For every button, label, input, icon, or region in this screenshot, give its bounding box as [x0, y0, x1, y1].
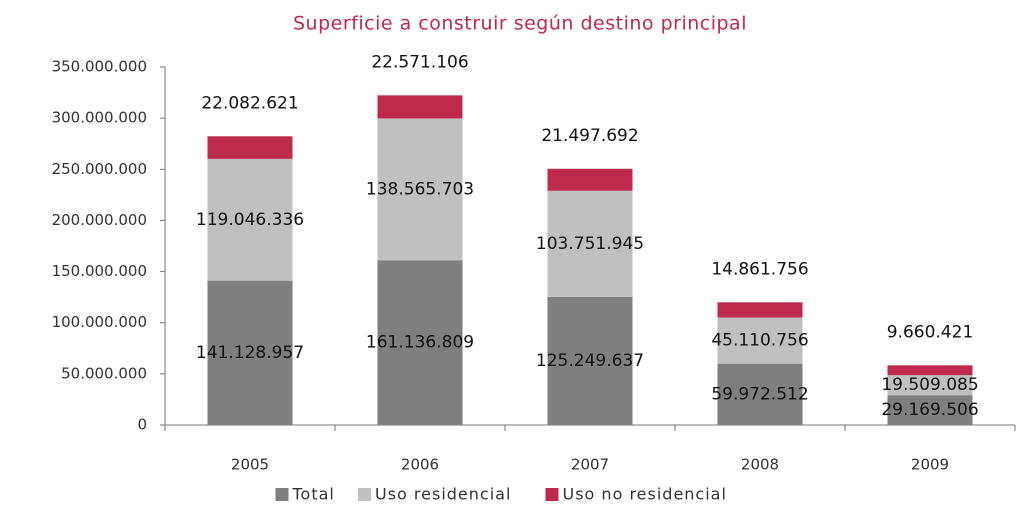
x-tick-label: 2008	[741, 456, 779, 474]
bar-segment	[377, 118, 463, 261]
x-tick-label: 2005	[231, 456, 269, 474]
bar-segment	[207, 158, 293, 281]
x-tick-label: 2006	[401, 456, 439, 474]
data-label: 22.082.621	[201, 93, 298, 113]
data-label: 9.660.421	[887, 322, 974, 342]
y-tick-label: 0	[137, 416, 147, 434]
x-tick-label: 2009	[911, 456, 949, 474]
bar-segment	[547, 190, 633, 297]
data-label: 29.169.506	[881, 400, 978, 420]
data-label: 119.046.336	[196, 210, 304, 230]
legend-label: Uso no residencial	[563, 485, 727, 504]
bar-segment	[717, 317, 803, 364]
y-tick-label: 50.000.000	[61, 364, 147, 382]
bar-segment	[547, 168, 633, 191]
data-label: 138.565.703	[366, 179, 474, 199]
bar-segment	[717, 302, 803, 318]
data-label: 21.497.692	[541, 126, 638, 146]
legend-label: Uso residencial	[375, 485, 511, 504]
data-label: 45.110.756	[711, 331, 808, 351]
bar-segment	[887, 395, 973, 425]
bar-segment	[207, 280, 293, 425]
bar-segment	[717, 363, 803, 425]
data-label: 125.249.637	[536, 351, 644, 371]
bar-segment	[887, 365, 973, 376]
legend-label: Total	[292, 485, 335, 504]
y-tick-label: 250.000.000	[52, 160, 147, 178]
legend-swatch	[545, 488, 559, 501]
data-label: 14.861.756	[711, 259, 808, 279]
data-label: 59.972.512	[711, 384, 808, 404]
legend-swatch	[275, 488, 289, 501]
y-tick-label: 300.000.000	[52, 109, 147, 127]
bar-segment	[377, 260, 463, 425]
y-tick-label: 150.000.000	[52, 262, 147, 280]
bar-segment	[887, 375, 973, 396]
bar-segment	[377, 95, 463, 119]
data-label: 103.751.945	[536, 234, 644, 254]
legend-swatch	[358, 488, 371, 501]
bar-segment	[547, 296, 633, 425]
chart-title: Superficie a construir según destino pri…	[293, 13, 747, 35]
data-label: 19.509.085	[881, 375, 978, 395]
data-label: 141.128.957	[196, 343, 304, 363]
data-label: 22.571.106	[371, 52, 468, 72]
x-tick-label: 2007	[571, 456, 609, 474]
y-tick-label: 350.000.000	[52, 58, 147, 76]
y-tick-label: 200.000.000	[52, 211, 147, 229]
y-tick-label: 100.000.000	[52, 313, 147, 331]
data-label: 161.136.809	[366, 333, 474, 353]
bar-segment	[207, 136, 293, 159]
